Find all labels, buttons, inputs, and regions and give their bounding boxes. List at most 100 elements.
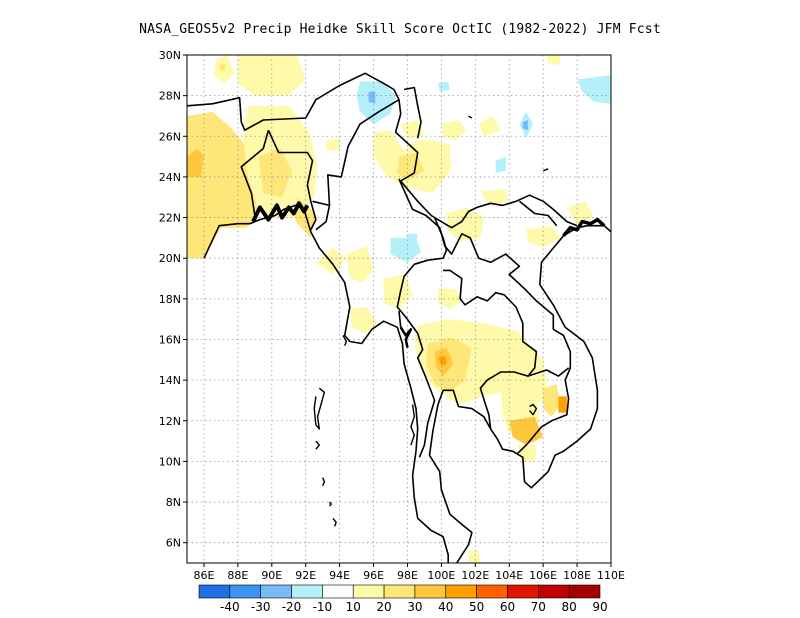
delta-coastline <box>251 201 310 223</box>
skill-score-area <box>349 307 377 334</box>
skill-score-area <box>397 152 425 181</box>
boundary-line <box>398 310 402 328</box>
coastline-borders <box>187 72 611 563</box>
longitude-tick-label: 88E <box>227 569 248 582</box>
skill-score-area <box>509 416 544 446</box>
latitude-tick-label: 14N <box>159 374 181 387</box>
latitude-axis: 6N 8N 10N 12N 14N 16N 18N 20N 22N 24N 26N 28N 30N <box>159 49 187 550</box>
skill-score-area <box>187 111 259 259</box>
island-outline <box>342 335 348 346</box>
island-outline <box>468 115 473 119</box>
island-outline <box>410 404 415 446</box>
skill-score-area <box>405 233 418 246</box>
colorbar-swatch <box>291 584 323 599</box>
latitude-tick-label: 24N <box>159 171 181 184</box>
skill-score-area <box>522 120 528 131</box>
longitude-tick-label: 92E <box>295 569 316 582</box>
colorbar-swatch <box>445 584 477 599</box>
skill-score-area <box>480 189 510 206</box>
skill-score-area <box>326 138 340 151</box>
colorbar-swatch <box>352 584 385 599</box>
island-outline <box>542 168 549 172</box>
colorbar-label: 30 <box>407 600 422 614</box>
skill-score-area <box>219 63 226 72</box>
colorbar-swatch <box>383 584 416 599</box>
boundary-line <box>518 200 558 227</box>
colorbar-label: -30 <box>251 600 271 614</box>
skill-score-area <box>526 225 561 248</box>
longitude-tick-label: 110E <box>597 569 625 582</box>
longitude-tick-label: 104E <box>495 569 523 582</box>
colorbar-label: 40 <box>438 600 453 614</box>
boundary-line <box>267 129 317 231</box>
boundary-line <box>396 217 448 458</box>
skill-score-area <box>187 148 204 177</box>
colorbar-swatch <box>538 584 570 599</box>
skill-score-area <box>346 246 374 283</box>
latitude-tick-label: 12N <box>159 415 181 428</box>
skill-score-area <box>446 207 484 242</box>
skill-score-area <box>258 148 293 198</box>
colorbar-swatch <box>414 584 447 599</box>
map-title: NASA_GEOS5v2 Precip Heidke Skill Score O… <box>139 22 661 37</box>
longitude-tick-label: 106E <box>529 569 557 582</box>
colorbar-swatch <box>568 584 601 599</box>
latitude-tick-label: 6N <box>166 537 181 550</box>
island-outline <box>529 403 538 416</box>
gulf-coastline <box>562 217 606 237</box>
longitude-tick-label: 90E <box>261 569 282 582</box>
colorbar-label: -40 <box>220 600 240 614</box>
latitude-tick-label: 30N <box>159 49 181 62</box>
latitude-tick-label: 28N <box>159 90 181 103</box>
latitude-tick-label: 22N <box>159 212 181 225</box>
colorbar-swatch <box>260 584 292 599</box>
colorbar-swatch <box>229 584 261 599</box>
latitude-tick-label: 20N <box>159 252 181 265</box>
skill-score-area <box>543 384 561 417</box>
longitude-tick-label: 86E <box>193 569 214 582</box>
boundary-line <box>428 224 611 563</box>
colorbar-label: 60 <box>500 600 515 614</box>
colorbar-label: 90 <box>592 600 607 614</box>
colorbar-swatch <box>507 584 539 599</box>
latitude-tick-label: 26N <box>159 130 181 143</box>
island-outline <box>315 440 320 450</box>
boundary-line <box>187 72 578 229</box>
colorbar-swatch <box>322 584 354 599</box>
skill-score-area <box>478 116 501 137</box>
boundary-line <box>240 129 270 216</box>
longitude-tick-label: 100E <box>427 569 455 582</box>
skill-score-area <box>438 288 462 309</box>
boundary-line <box>312 200 331 231</box>
skill-score-area <box>441 120 467 141</box>
colorbar-label: 20 <box>376 600 391 614</box>
skill-score-area <box>577 75 611 104</box>
colorbar-label: 50 <box>469 600 484 614</box>
longitude-tick-label: 96E <box>363 569 384 582</box>
skill-score-area <box>368 91 376 104</box>
skill-score-area <box>356 81 396 125</box>
skill-score-area <box>237 55 306 96</box>
longitude-tick-label: 94E <box>329 569 350 582</box>
skill-score-area <box>438 355 447 366</box>
island-outline <box>322 477 326 487</box>
skill-score-area <box>438 81 450 92</box>
skill-score-area <box>517 445 537 462</box>
colorbar-swatch <box>476 584 508 599</box>
map-frame <box>186 54 612 564</box>
boundary-line <box>403 86 422 139</box>
colorbar: -40 -30 -20 -10 10 20 30 40 50 60 70 80 90 <box>198 584 608 614</box>
colorbar-label: 10 <box>346 600 361 614</box>
boundary-line <box>398 178 572 454</box>
colorbar-label: 70 <box>531 600 546 614</box>
colorbar-swatch <box>198 584 231 599</box>
latitude-tick-label: 18N <box>159 293 181 306</box>
longitude-tick-label: 102E <box>461 569 489 582</box>
mouth-coastline <box>399 326 413 348</box>
skill-score-area <box>558 396 567 413</box>
longitude-axis: 86E 88E 90E 92E 94E 96E 98E 100E 102E 104E 106E 108… <box>193 563 625 582</box>
skill-score-area <box>546 55 561 66</box>
colorbar-label: 80 <box>562 600 577 614</box>
colorbar-label: -10 <box>313 600 333 614</box>
